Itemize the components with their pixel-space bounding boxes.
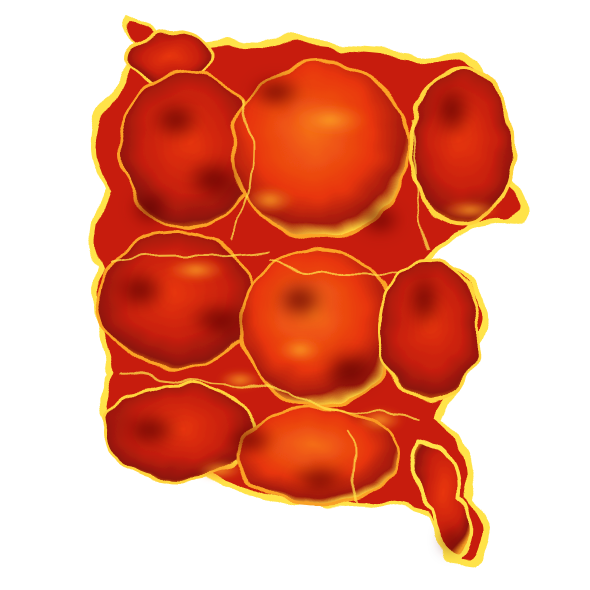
fold-lines — [109, 99, 431, 506]
right-middle-bulge — [378, 258, 482, 402]
dark-cavities — [114, 76, 472, 554]
lower-center-bulge — [236, 406, 400, 506]
lower-right-tail — [412, 437, 475, 559]
blob-layer — [96, 30, 516, 559]
hot-streaks — [166, 102, 500, 480]
